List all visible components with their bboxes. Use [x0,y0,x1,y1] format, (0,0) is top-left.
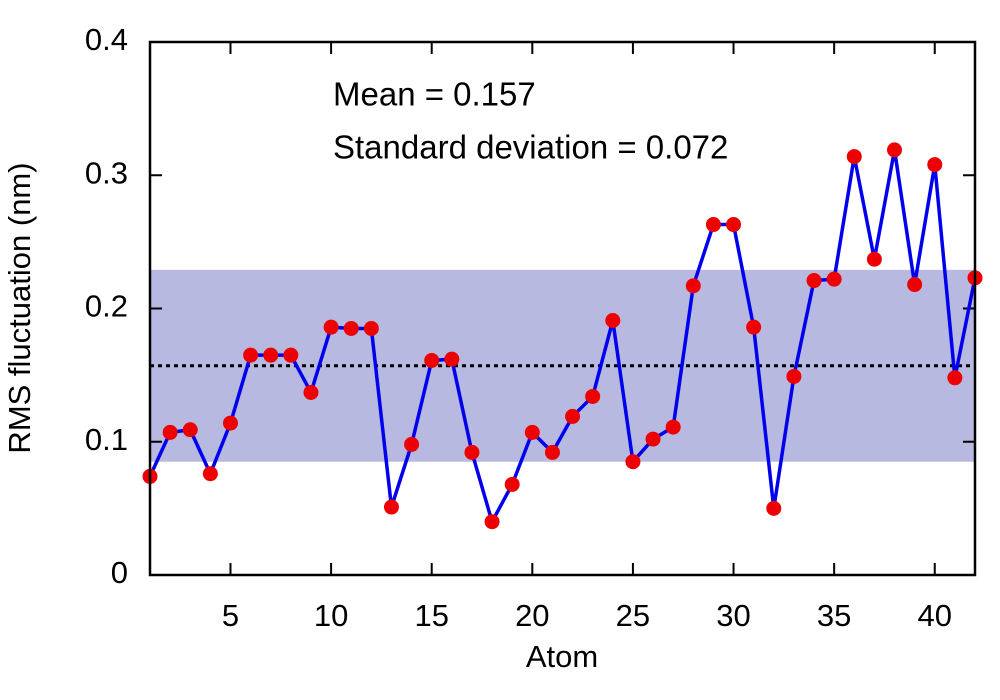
annotation: Mean = 0.157 [333,76,536,113]
data-point [786,368,802,384]
x-tick-label: 40 [918,598,952,633]
data-point [766,500,782,516]
data-point [363,320,379,336]
data-point [182,422,198,438]
data-point [404,436,420,452]
data-point [243,347,259,363]
data-point [383,499,399,515]
data-point [746,319,762,335]
data-point [806,273,822,289]
data-point [283,347,299,363]
data-point [202,466,218,482]
data-point [665,419,681,435]
data-point [565,408,581,424]
data-point [444,351,460,367]
data-point [544,444,560,460]
data-point [524,424,540,440]
x-tick-label: 15 [414,598,448,633]
data-point [887,142,903,158]
y-tick-label: 0.3 [85,155,128,190]
x-tick-label: 10 [314,598,348,633]
x-tick-label: 30 [716,598,750,633]
plot-frame [148,40,977,577]
y-tick-label: 0.1 [85,422,128,457]
data-point [585,388,601,404]
data-point [726,217,742,233]
data-point [947,370,963,386]
data-point [222,415,238,431]
data-point [464,444,480,460]
data-point [303,384,319,400]
data-point [826,271,842,287]
y-tick-label: 0.4 [85,22,128,57]
x-tick-label: 25 [616,598,650,633]
x-tick-label: 20 [515,598,549,633]
x-tick-label: 35 [817,598,851,633]
data-point [685,278,701,294]
data-point [504,476,520,492]
data-point [625,454,641,470]
data-point [645,431,661,447]
data-point [705,217,721,233]
y-axis-label: RMS fluctuation (nm) [2,162,37,453]
data-point [605,312,621,328]
annotation: Standard deviation = 0.072 [333,129,728,166]
data-point [424,352,440,368]
data-point [162,424,178,440]
data-point [846,149,862,165]
data-point [263,347,279,363]
x-axis-label: Atom [526,639,598,674]
data-point [323,319,339,335]
data-point [907,277,923,293]
y-tick-label: 0.2 [85,289,128,324]
data-point [866,251,882,267]
data-point [484,514,500,530]
y-tick-label: 0 [111,555,128,590]
data-point [927,157,943,173]
data-point [343,320,359,336]
x-tick-label: 5 [222,598,239,633]
